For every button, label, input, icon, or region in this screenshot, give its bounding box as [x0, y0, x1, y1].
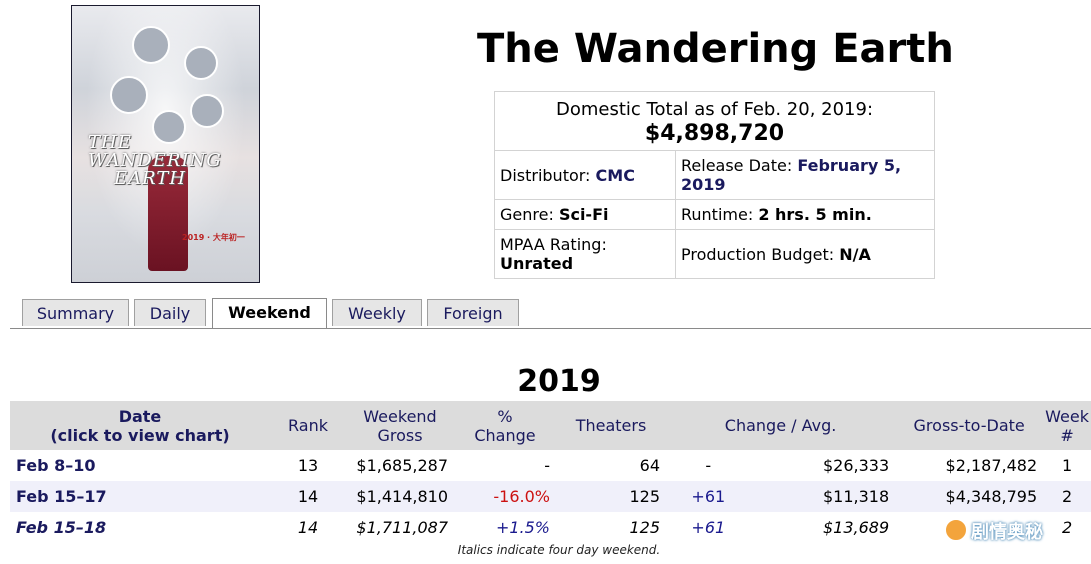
astronaut-figure	[132, 26, 170, 64]
row-gross-to-date: $4,348,795	[895, 481, 1044, 512]
tab-summary[interactable]: Summary	[22, 299, 129, 326]
distributor-link[interactable]: CMC	[595, 165, 635, 185]
year-heading: 2019	[517, 364, 601, 399]
tab-bar: Summary Daily Weekend Weekly Foreign	[0, 298, 1091, 329]
release-date-cell: Release Date: February 5, 2019	[675, 150, 935, 200]
table-row: Feb 8–10 13 $1,685,287 - 64 - $26,333 $2…	[10, 450, 1091, 481]
row-pct-change: +1.5%	[495, 518, 550, 537]
budget-cell: Production Budget: N/A	[675, 229, 935, 279]
row-rank: 13	[297, 456, 319, 475]
tab-foreign[interactable]: Foreign	[427, 299, 519, 326]
row-rank: 14	[270, 481, 346, 512]
tab-underline	[10, 328, 1091, 329]
row-theaters: 64	[639, 456, 660, 475]
col-change-avg-header: Change / Avg.	[666, 401, 896, 450]
row-theaters: 125	[629, 518, 660, 537]
genre-value: Sci-Fi	[558, 205, 609, 224]
col-rank-header: Rank	[270, 401, 346, 450]
summary-box: Domestic Total as of Feb. 20, 2019: $4,8…	[494, 91, 935, 279]
distributor-cell: Distributor: CMC	[494, 150, 676, 200]
astronaut-figure	[152, 110, 186, 144]
poster-logo: THE WANDERING EARTH	[88, 132, 222, 189]
tab-weekend[interactable]: Weekend	[212, 298, 327, 328]
play-logo-icon	[944, 518, 968, 542]
runtime-cell: Runtime: 2 hrs. 5 min.	[675, 199, 935, 230]
row-pct-change: -	[544, 456, 550, 475]
row-weekend-gross: $1,711,087	[356, 518, 448, 537]
row-weekend-gross: $1,685,287	[356, 456, 448, 475]
row-date-link[interactable]: Feb 15–18	[16, 518, 107, 537]
mpaa-rating-value: Unrated	[500, 254, 574, 273]
row-week-number: 2	[1061, 518, 1073, 537]
col-gross-to-date-header: Gross-to-Date	[895, 401, 1044, 450]
row-gross-to-date: $2,187,482	[945, 456, 1038, 475]
tab-daily[interactable]: Daily	[134, 299, 206, 326]
col-pct-change-header: % Change	[454, 401, 556, 450]
row-avg: $26,333	[822, 456, 890, 475]
row-week-number: 1	[1061, 456, 1073, 475]
row-theaters: 125	[556, 481, 666, 512]
table-row: Feb 15–18 14 $1,711,087 +1.5% 125 +61 $1…	[10, 512, 1091, 543]
movie-title: The Wandering Earth	[477, 26, 954, 72]
col-date-header[interactable]: Date (click to view chart)	[10, 401, 270, 450]
row-theater-change: +61	[666, 481, 751, 512]
row-avg: $11,318	[750, 481, 896, 512]
astronaut-suit	[148, 156, 188, 271]
row-weekend-gross: $1,414,810	[346, 481, 454, 512]
col-week-header: Week #	[1043, 401, 1091, 450]
row-date-link[interactable]: Feb 15–17	[10, 481, 270, 512]
astronaut-figure	[190, 94, 224, 128]
poster-date: 2019 · 大年初一	[182, 233, 245, 242]
col-weekend-gross-header: Weekend Gross	[346, 401, 454, 450]
domestic-total-label: Domestic Total as of Feb. 20, 2019:	[555, 99, 874, 120]
row-avg: $13,689	[822, 518, 890, 537]
table-row: Feb 15–17 14 $1,414,810 -16.0% 125 +61 $…	[10, 481, 1091, 512]
row-pct-change: -16.0%	[454, 481, 556, 512]
col-theaters-header: Theaters	[556, 401, 666, 450]
row-theater-change: -	[705, 456, 712, 475]
release-date-link[interactable]: February 5, 2019	[681, 156, 902, 194]
row-date-link[interactable]: Feb 8–10	[16, 456, 96, 475]
table-header-row: Date (click to view chart) Rank Weekend Gr…	[10, 401, 1091, 450]
runtime-value: 2 hrs. 5 min.	[758, 205, 872, 224]
movie-poster: THE WANDERING EARTH 2019 · 大年初一	[71, 5, 260, 283]
watermark: 剧情奥秘	[944, 518, 1043, 544]
row-week-number: 2	[1043, 481, 1091, 512]
astronaut-figure	[110, 76, 148, 114]
row-rank: 14	[297, 518, 319, 537]
tab-weekly[interactable]: Weekly	[332, 299, 422, 326]
astronaut-figure	[184, 46, 218, 80]
mpaa-rating-cell: MPAA Rating: Unrated	[494, 229, 676, 279]
domestic-total-value: $4,898,720	[644, 121, 785, 146]
budget-value: N/A	[839, 244, 871, 264]
watermark-text: 剧情奥秘	[971, 522, 1043, 543]
weekend-table: Date (click to view chart) Rank Weekend Gr…	[10, 401, 1091, 543]
genre-cell: Genre: Sci-Fi	[494, 199, 676, 230]
row-theater-change: +61	[691, 518, 726, 537]
italics-footnote: Italics indicate four day weekend.	[457, 543, 661, 557]
domestic-total: Domestic Total as of Feb. 20, 2019: $4,8…	[494, 91, 935, 151]
